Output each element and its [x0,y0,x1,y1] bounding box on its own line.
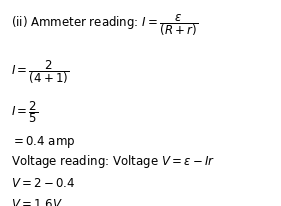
Text: $V = 1.6V$: $V = 1.6V$ [11,197,63,206]
Text: Voltage reading: Voltage $V = \epsilon - Ir$: Voltage reading: Voltage $V = \epsilon -… [11,152,216,169]
Text: $I = \dfrac{2}{5}$: $I = \dfrac{2}{5}$ [11,99,38,124]
Text: $V = 2 - 0.4$: $V = 2 - 0.4$ [11,176,76,189]
Text: $I = \dfrac{2}{(4+1)}$: $I = \dfrac{2}{(4+1)}$ [11,58,70,85]
Text: $= 0.4$ amp: $= 0.4$ amp [11,133,76,149]
Text: (ii) Ammeter reading: $I = \dfrac{\varepsilon}{(R + r)}$: (ii) Ammeter reading: $I = \dfrac{\varep… [11,12,198,38]
